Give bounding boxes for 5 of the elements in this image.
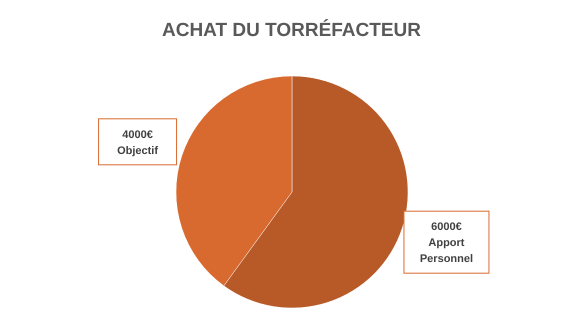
data-label: 6000€ [431, 221, 462, 234]
chart-title: ACHAT DU TORRÉFACTEUR [162, 19, 422, 41]
slice-label: Objectif [117, 144, 158, 157]
slice-label: Apport Personnel [420, 237, 474, 266]
data-label: 4000€ [122, 128, 153, 141]
